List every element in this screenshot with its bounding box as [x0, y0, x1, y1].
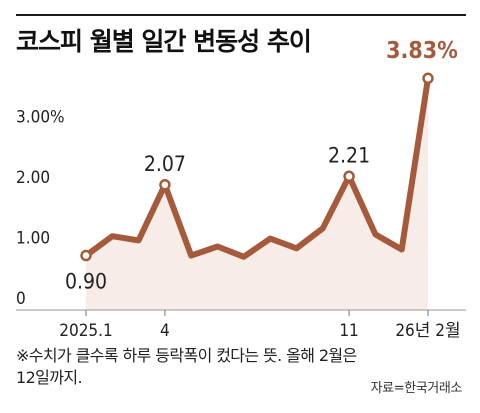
y-tick-label: 1.00 [16, 229, 50, 249]
y-tick-label: 2.00 [16, 168, 50, 188]
data-label: 3.83% [386, 38, 458, 64]
chart-title: 코스피 월별 일간 변동성 추이 [16, 27, 312, 56]
data-point-marker [159, 179, 171, 191]
data-label: 2.21 [328, 143, 370, 167]
data-point-marker [343, 170, 355, 183]
y-tick-label: 0 [16, 289, 26, 309]
x-tick-label: 4 [160, 321, 170, 341]
x-tick-label: 2025.1 [59, 321, 113, 341]
footnote: ※수치가 클수록 하루 등락폭이 컸다는 뜻. 올해 2월은 12일까지. [16, 345, 466, 389]
data-label: 0.90 [65, 270, 107, 294]
series-line [83, 75, 431, 260]
area-fill [86, 78, 428, 310]
top-rule [16, 14, 466, 16]
source-note: 자료=한국거래소 [370, 381, 463, 396]
x-tick-label: 11 [339, 321, 358, 341]
footnote-line-1: ※수치가 클수록 하루 등락폭이 컸다는 뜻. 올해 2월은 [16, 346, 357, 365]
x-tick-label: 26년 2월 [395, 321, 460, 341]
y-tick-label: 3.00% [16, 108, 65, 128]
data-point-marker [422, 72, 434, 85]
data-point-marker [80, 249, 92, 262]
footnote-line-2: 12일까지. [16, 368, 83, 387]
data-label: 2.07 [144, 152, 186, 176]
